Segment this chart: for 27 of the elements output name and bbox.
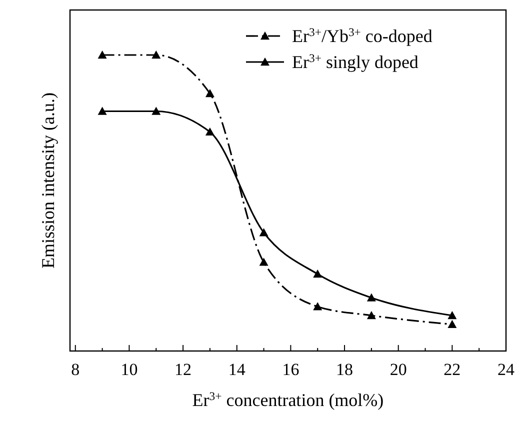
x-axis-title: Er$^{3+}$ concentration (mol%) [192,390,384,410]
point [366,310,376,320]
point [205,127,214,136]
x-tick-label: 22 [444,360,461,379]
point [313,270,322,278]
point [98,50,107,59]
legend-label: Er$^{3+}$/Yb$^{3+}$ co-doped [292,26,432,46]
point [313,302,322,310]
point [259,228,268,236]
legend-label: Er$^{3+}$ singly doped [292,52,418,72]
x-tick-label: 12 [174,360,192,379]
point [448,310,457,320]
x-tick-label: 10 [120,360,138,379]
x-tick-label: 24 [498,360,515,379]
point [152,106,161,115]
point [152,50,161,59]
x-tick-label: 20 [390,360,407,379]
x-tick-label: 18 [336,360,354,379]
point [205,88,214,98]
x-tick-label: 14 [228,360,246,379]
point [98,106,107,115]
x-tick-label: 16 [282,360,300,379]
point [259,258,268,266]
y-axis-title: Emission intensity (a.u.) [38,92,58,268]
x-tick-label: 8 [71,360,80,379]
point [448,320,457,328]
point [366,293,376,302]
